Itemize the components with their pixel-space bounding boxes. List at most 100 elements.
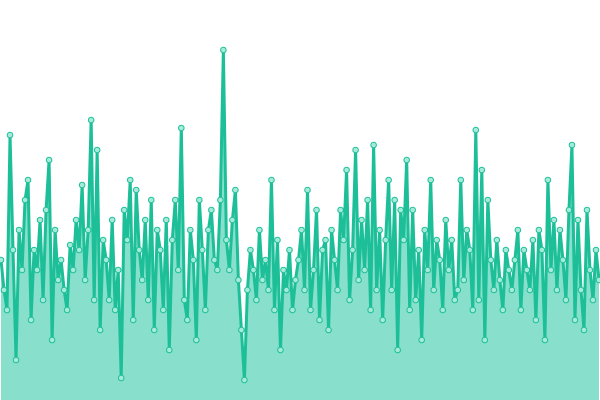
point (105, 296, 113, 304)
point (505, 266, 513, 274)
point (108, 216, 116, 224)
point (57, 256, 65, 264)
point (514, 226, 522, 234)
point (301, 286, 308, 294)
point (547, 266, 555, 274)
point (499, 306, 507, 314)
point (247, 246, 254, 254)
point (451, 296, 459, 304)
point (571, 316, 579, 324)
point (96, 326, 104, 334)
point (144, 296, 152, 304)
point (397, 206, 404, 214)
point (376, 226, 383, 234)
point (259, 276, 266, 284)
point (394, 346, 401, 354)
point (442, 216, 450, 224)
point (283, 286, 290, 294)
point (235, 276, 242, 284)
point (445, 266, 453, 274)
point (403, 156, 410, 164)
point (153, 226, 161, 234)
point (319, 246, 326, 254)
point (463, 226, 471, 234)
point (75, 246, 83, 254)
point (388, 286, 395, 294)
point (214, 266, 221, 274)
point (358, 216, 365, 224)
point (517, 306, 525, 314)
point (135, 246, 143, 254)
point (120, 206, 128, 214)
point (391, 196, 398, 204)
point (84, 226, 92, 234)
point (265, 286, 272, 294)
point (382, 236, 389, 244)
point (199, 246, 206, 254)
point (162, 216, 170, 224)
point (307, 306, 314, 314)
point (562, 296, 570, 304)
point (493, 236, 501, 244)
point (3, 306, 11, 314)
point (63, 306, 71, 314)
point (469, 306, 477, 314)
point (472, 126, 480, 134)
point (220, 46, 227, 54)
point (184, 316, 191, 324)
point (385, 176, 392, 184)
point (484, 196, 492, 204)
point (90, 296, 98, 304)
point (0, 256, 5, 264)
point (541, 336, 549, 344)
point (580, 326, 588, 334)
point (349, 246, 356, 254)
point (102, 256, 110, 264)
point (111, 306, 119, 314)
point (99, 236, 107, 244)
point (475, 296, 483, 304)
point (123, 236, 131, 244)
point (559, 256, 567, 264)
point (129, 316, 137, 324)
point (223, 236, 230, 244)
point (478, 166, 486, 174)
point (322, 236, 329, 244)
point (174, 266, 182, 274)
point (337, 206, 344, 214)
point (316, 316, 323, 324)
point (93, 146, 101, 154)
point (568, 141, 576, 149)
point (430, 286, 438, 294)
point (346, 296, 353, 304)
point (439, 306, 447, 314)
area-fill (1, 50, 599, 400)
point (466, 246, 474, 254)
point (244, 286, 251, 294)
point (211, 256, 218, 264)
point (433, 236, 441, 244)
point (544, 176, 552, 184)
line (0, 48, 600, 382)
point (298, 226, 305, 234)
point (457, 176, 465, 184)
point (268, 176, 275, 184)
point (313, 206, 320, 214)
point (361, 266, 368, 274)
point (529, 236, 537, 244)
point (168, 236, 176, 244)
point (379, 316, 386, 324)
point (187, 226, 194, 234)
point (538, 246, 546, 254)
point (30, 246, 38, 254)
point (45, 156, 53, 164)
point (340, 236, 347, 244)
point (165, 346, 173, 354)
point (205, 226, 212, 234)
point (51, 226, 59, 234)
point (60, 286, 68, 294)
point (217, 196, 224, 204)
point (0, 286, 8, 294)
point (496, 276, 504, 284)
